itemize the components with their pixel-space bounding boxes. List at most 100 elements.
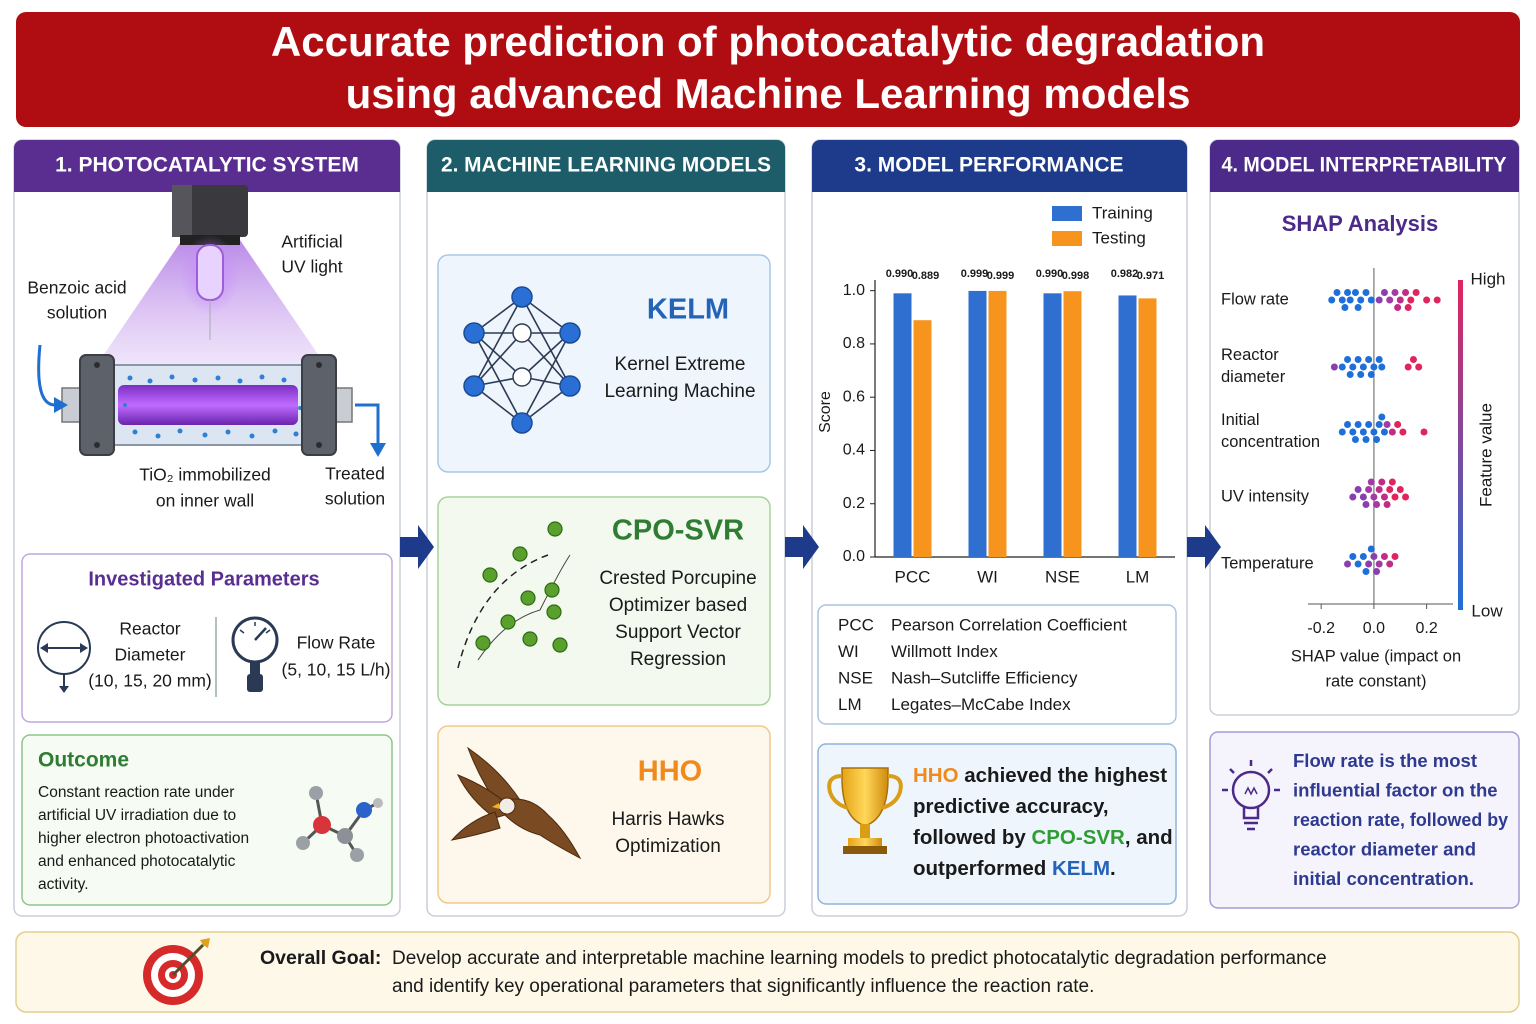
shap-point: [1402, 493, 1410, 501]
decoration: [237, 378, 243, 384]
feature-label-line: Reactor: [1221, 346, 1279, 364]
goal-label: Overall Goal:: [260, 947, 381, 969]
decoration: [296, 836, 310, 850]
decoration: [123, 374, 302, 439]
value-label: 0.990: [1036, 268, 1064, 280]
conclusion-line: outperformed KELM.: [913, 857, 1116, 880]
decoration: [1187, 525, 1221, 569]
decoration: [309, 786, 323, 800]
decoration: [254, 627, 267, 641]
shap-point: [1346, 296, 1354, 304]
decoration: [272, 428, 278, 434]
shap-point: [1344, 356, 1352, 363]
shap-point: [1402, 289, 1410, 296]
conclusion-text: predictive accuracy,: [913, 795, 1109, 818]
shap-point: [1328, 296, 1336, 304]
goal-text: Develop accurate and interpretable machi…: [392, 948, 1327, 969]
shap-point: [1370, 553, 1378, 560]
conclusion-text: outperformed: [913, 857, 1052, 880]
shap-point: [1344, 289, 1352, 296]
decoration: [511, 412, 533, 434]
decoration: [316, 362, 322, 368]
decoration: [559, 375, 581, 397]
decoration: [1229, 768, 1235, 774]
shap-point: [1367, 296, 1375, 304]
decoration: [16, 12, 1520, 127]
x-tick-label: NSE: [1045, 567, 1080, 586]
illustration-label: UV light: [281, 257, 342, 277]
decoration: [463, 375, 485, 397]
decoration: [512, 323, 532, 343]
decoration: [355, 403, 380, 445]
shap-point: [1338, 428, 1346, 436]
box-title: Investigated Parameters: [88, 568, 319, 590]
decoration: [177, 428, 183, 434]
shap-point: [1375, 560, 1383, 568]
decoration: [249, 433, 255, 439]
shap-point: [1380, 493, 1388, 501]
model-description: Optimizer based: [609, 595, 747, 616]
legend-label: Training: [1092, 203, 1153, 222]
illustration-label: TiO₂ immobilized: [139, 465, 271, 485]
decoration: [250, 662, 260, 674]
shap-point: [1386, 296, 1394, 304]
decoration: [40, 643, 48, 653]
decoration: [350, 848, 364, 862]
conclusion-text: , and: [1125, 826, 1173, 849]
shap-point: [1349, 428, 1357, 436]
shap-point: [1409, 356, 1417, 363]
feature-label: Flow rate: [1221, 290, 1289, 308]
decoration: [21, 734, 393, 906]
decoration: [79, 354, 115, 456]
decoration: [437, 725, 771, 904]
shap-point: [1354, 421, 1362, 428]
shap-point: [1349, 363, 1357, 371]
shap-point: [1386, 560, 1394, 568]
shap-point: [1375, 486, 1383, 493]
shap-point: [1407, 296, 1415, 304]
shap-point: [1399, 428, 1407, 436]
decoration: [192, 377, 198, 383]
decoration: [94, 362, 322, 448]
parameter: (10, 15, 20 mm): [88, 671, 212, 691]
panel-heading: 1. PHOTOCATALYTIC SYSTEM: [55, 154, 359, 177]
shap-point: [1433, 296, 1441, 304]
decoration: [511, 286, 533, 308]
shap-point: [1354, 486, 1362, 493]
decoration: [1210, 140, 1519, 192]
outcome-text: and enhanced photocatalytic: [38, 853, 236, 870]
decoration: [147, 378, 153, 384]
decoration: [202, 432, 208, 438]
parameter: (5, 10, 15 L/h): [282, 660, 391, 680]
outcome-text: activity.: [38, 876, 89, 893]
illustration-label: Benzoic acid: [27, 278, 126, 298]
legend-swatch: [1052, 231, 1082, 246]
legend-swatch: [1052, 206, 1082, 221]
shap-point: [1367, 478, 1375, 486]
parameter: Reactor: [119, 619, 180, 639]
model-description: Kernel Extreme: [615, 354, 746, 375]
conclusion-text: followed by: [913, 826, 1031, 849]
shap-point: [1349, 493, 1357, 501]
decoration: [172, 185, 192, 237]
shap-point: [1370, 493, 1378, 501]
decoration: [169, 374, 175, 380]
shap-point: [1375, 356, 1383, 363]
chart-title: SHAP Analysis: [1282, 211, 1439, 236]
y-tick-label: 1.0: [843, 282, 865, 299]
conclusion-text: CPO-SVR: [1031, 826, 1125, 849]
feature-label-line: diameter: [1221, 368, 1286, 386]
shap-point: [1365, 356, 1373, 363]
colorbar: [1458, 280, 1463, 610]
decoration: [200, 938, 210, 948]
decoration: [400, 525, 434, 569]
decoration: [370, 443, 386, 457]
bar: [893, 293, 912, 557]
value-label: 0.982: [1111, 268, 1139, 280]
abbreviation-definition: Nash–Sutcliffe Efficiency: [891, 668, 1078, 687]
decoration: [860, 824, 870, 838]
shap-point: [1375, 421, 1383, 428]
decoration: [547, 521, 563, 537]
conclusion-text: KELM: [1052, 857, 1110, 880]
